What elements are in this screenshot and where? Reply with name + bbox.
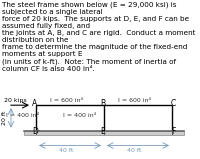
Text: 40 ft: 40 ft [127,148,141,152]
Text: 20 kips: 20 kips [4,98,27,103]
Text: E: E [101,127,105,136]
Text: B: B [100,99,106,108]
Text: The steel frame shown below (E = 29,000 ksi) is subjected to a single lateral
fo: The steel frame shown below (E = 29,000 … [2,2,196,72]
Text: 20 ft: 20 ft [2,110,8,125]
Text: D: D [32,127,38,136]
Text: F: F [171,127,175,136]
Text: I = 400 in⁴: I = 400 in⁴ [63,113,97,118]
Text: 40 ft: 40 ft [59,148,73,152]
Text: C: C [170,99,176,108]
Text: I = 600 in⁴: I = 600 in⁴ [50,98,83,103]
Text: A: A [32,99,38,108]
FancyBboxPatch shape [24,131,184,135]
Text: I = 400 in⁴: I = 400 in⁴ [6,113,40,118]
Text: I = 600 in⁴: I = 600 in⁴ [118,98,151,103]
